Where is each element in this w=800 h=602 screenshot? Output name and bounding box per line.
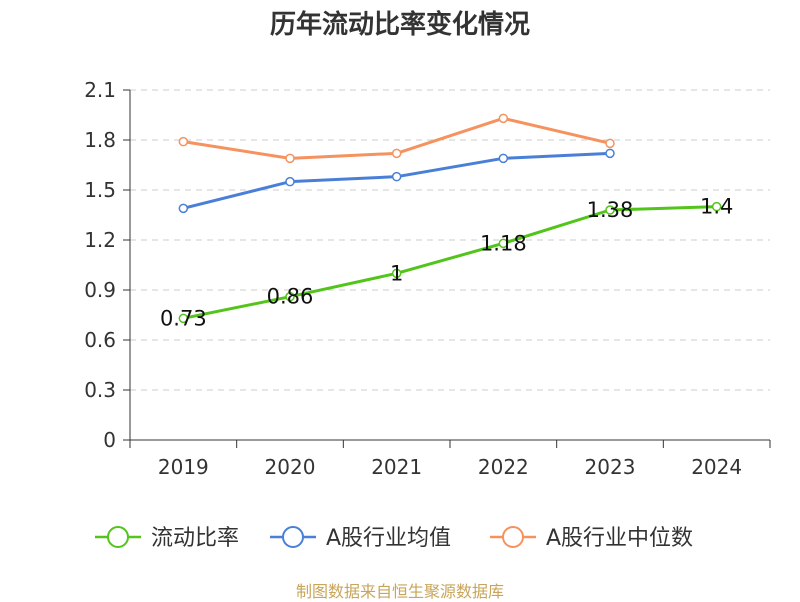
x-tick-label: 2019 xyxy=(158,455,209,479)
data-label: 1.18 xyxy=(480,231,527,255)
series-line xyxy=(183,205,717,320)
data-point xyxy=(498,113,509,124)
data-point xyxy=(605,138,615,149)
data-point xyxy=(178,313,189,324)
data-point xyxy=(605,148,615,159)
legend-label: A股行业均值 xyxy=(326,526,451,551)
source-note: 制图数据来自恒生聚源数据库 xyxy=(295,582,504,601)
y-tick-label: 1.8 xyxy=(84,128,116,152)
data-point xyxy=(178,203,189,214)
data-point xyxy=(285,153,295,164)
data-point xyxy=(285,176,295,187)
data-point xyxy=(391,171,402,182)
y-tick-label: 1.5 xyxy=(84,178,116,202)
data-point xyxy=(498,238,509,249)
legend-marker xyxy=(282,526,304,548)
x-tick-label: 2023 xyxy=(585,455,636,479)
data-point xyxy=(605,205,615,215)
data-label: 1.4 xyxy=(700,195,733,219)
x-tick-label: 2021 xyxy=(371,455,422,479)
data-label: 0.73 xyxy=(160,306,207,330)
y-tick-label: 2.1 xyxy=(84,78,116,102)
data-point xyxy=(711,201,722,212)
y-tick-label: 1.2 xyxy=(84,228,116,252)
x-tick-label: 2020 xyxy=(265,455,316,479)
data-point xyxy=(391,148,402,159)
data-point xyxy=(178,136,189,147)
y-tick-label: 0.3 xyxy=(84,378,116,402)
chart-title: 历年流动比率变化情况 xyxy=(269,10,530,40)
x-tick-label: 2024 xyxy=(691,455,742,479)
data-label: 1 xyxy=(390,261,403,285)
legend-label: A股行业中位数 xyxy=(546,526,693,551)
legend-label: 流动比率 xyxy=(151,526,239,551)
x-tick-label: 2022 xyxy=(478,455,529,479)
y-tick-label: 0.6 xyxy=(84,328,116,352)
legend-marker xyxy=(107,526,129,548)
data-point xyxy=(285,291,295,302)
data-label: 1.38 xyxy=(587,198,634,222)
y-tick-label: 0 xyxy=(103,428,116,452)
y-tick-label: 0.9 xyxy=(84,278,116,302)
legend-marker xyxy=(502,526,524,548)
data-point xyxy=(498,153,509,164)
data-point xyxy=(391,268,402,279)
data-label: 0.86 xyxy=(267,285,314,309)
